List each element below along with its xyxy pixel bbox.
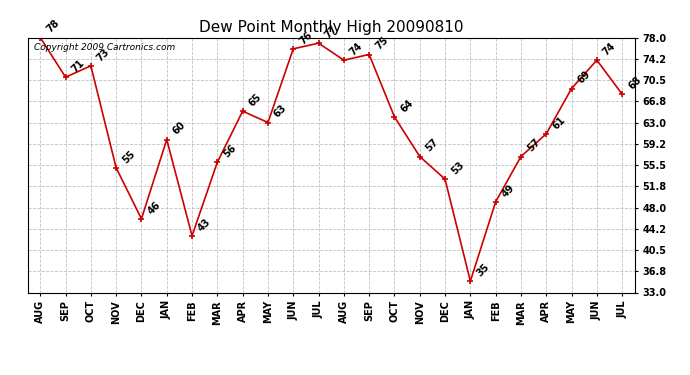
Text: 57: 57 [525, 137, 542, 154]
Text: 55: 55 [120, 148, 137, 165]
Text: 76: 76 [297, 30, 314, 46]
Text: 71: 71 [70, 58, 86, 74]
Title: Dew Point Monthly High 20090810: Dew Point Monthly High 20090810 [199, 20, 464, 35]
Text: Copyright 2009 Cartronics.com: Copyright 2009 Cartronics.com [34, 43, 175, 52]
Text: 68: 68 [627, 75, 643, 92]
Text: 74: 74 [601, 41, 618, 57]
Text: 43: 43 [196, 216, 213, 233]
Text: 57: 57 [424, 137, 440, 154]
Text: 77: 77 [323, 24, 339, 40]
Text: 60: 60 [171, 120, 188, 137]
Text: 46: 46 [146, 200, 162, 216]
Text: 53: 53 [449, 160, 466, 176]
Text: 69: 69 [575, 69, 592, 86]
Text: 64: 64 [399, 98, 415, 114]
Text: 63: 63 [272, 103, 288, 120]
Text: 49: 49 [500, 183, 516, 199]
Text: 78: 78 [44, 18, 61, 35]
Text: 73: 73 [95, 46, 112, 63]
Text: 35: 35 [475, 262, 491, 278]
Text: 61: 61 [551, 114, 567, 131]
Text: 74: 74 [348, 41, 364, 57]
Text: 56: 56 [221, 143, 238, 159]
Text: 75: 75 [373, 35, 390, 52]
Text: 65: 65 [247, 92, 264, 108]
